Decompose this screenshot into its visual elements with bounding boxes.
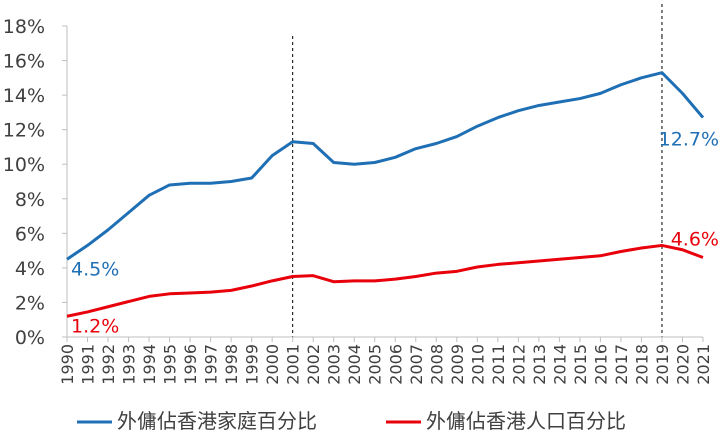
x-tick-label: 2005 <box>366 344 385 385</box>
x-tick-label: 2017 <box>612 344 631 385</box>
y-tick-label: 8% <box>15 189 45 211</box>
x-tick-label: 2008 <box>427 344 446 385</box>
axes <box>66 26 703 338</box>
x-tick-label: 2011 <box>489 344 508 385</box>
x-tick-label: 1993 <box>120 344 139 385</box>
data-label: 4.6% <box>671 229 719 251</box>
x-tick-label: 2016 <box>591 344 610 385</box>
x-tick-label: 1994 <box>140 344 159 385</box>
x-tick-label: 2007 <box>407 344 426 385</box>
x-axis-ticks: 1990 1991 1992 1993 1994 1995 1996 1997 1998 1999… <box>58 337 713 385</box>
x-tick-label: 2018 <box>632 344 651 385</box>
x-tick-label: 2006 <box>386 344 405 385</box>
data-label: 12.7% <box>659 129 719 151</box>
y-tick-label: 14% <box>3 85 45 107</box>
y-tick-label: 2% <box>15 292 45 314</box>
x-tick-label: 2000 <box>263 344 282 385</box>
legend: 外傭佔香港家庭百分比 外傭佔香港人口百分比 <box>77 409 626 433</box>
x-tick-label: 2014 <box>550 344 569 385</box>
reference-lines <box>292 4 663 337</box>
x-tick-label: 2013 <box>530 344 549 385</box>
x-tick-label: 1998 <box>222 344 241 385</box>
x-tick-label: 2020 <box>673 344 692 385</box>
data-labels: 4.5% 1.2% 12.7% 4.6% <box>71 129 719 338</box>
x-tick-label: 1995 <box>161 344 180 385</box>
y-axis-ticks: 0% 2% 4% 6% 8% 10% 12% 14% 16% 18% <box>3 16 67 349</box>
x-tick-label: 1996 <box>181 344 200 385</box>
x-tick-label: 2019 <box>653 344 672 385</box>
x-tick-label: 2021 <box>694 344 713 385</box>
y-tick-label: 4% <box>15 258 45 280</box>
series-lines <box>66 71 705 318</box>
x-tick-label: 1997 <box>202 344 221 385</box>
x-tick-label: 2015 <box>571 344 590 385</box>
y-tick-label: 6% <box>15 223 45 245</box>
y-tick-label: 18% <box>3 16 45 38</box>
y-tick-label: 0% <box>15 327 45 349</box>
x-tick-label: 1991 <box>79 344 98 385</box>
series-line-0 <box>66 71 705 261</box>
data-label: 1.2% <box>71 315 119 337</box>
legend-label-0: 外傭佔香港家庭百分比 <box>117 409 317 433</box>
x-tick-label: 2010 <box>468 344 487 385</box>
x-tick-label: 2003 <box>325 344 344 385</box>
x-tick-label: 1999 <box>243 344 262 385</box>
series-line-1 <box>66 243 704 318</box>
y-tick-label: 10% <box>3 154 45 176</box>
x-tick-label: 2004 <box>345 344 364 385</box>
data-label: 4.5% <box>71 258 119 280</box>
x-tick-label: 2002 <box>304 344 323 385</box>
y-tick-label: 16% <box>3 51 45 73</box>
x-tick-label: 1990 <box>58 344 77 385</box>
x-tick-label: 1992 <box>99 344 118 385</box>
x-tick-label: 2009 <box>448 344 467 385</box>
y-tick-label: 12% <box>3 120 45 142</box>
x-tick-label: 2001 <box>284 344 303 385</box>
legend-label-1: 外傭佔香港人口百分比 <box>426 409 626 433</box>
x-tick-label: 2012 <box>509 344 528 385</box>
